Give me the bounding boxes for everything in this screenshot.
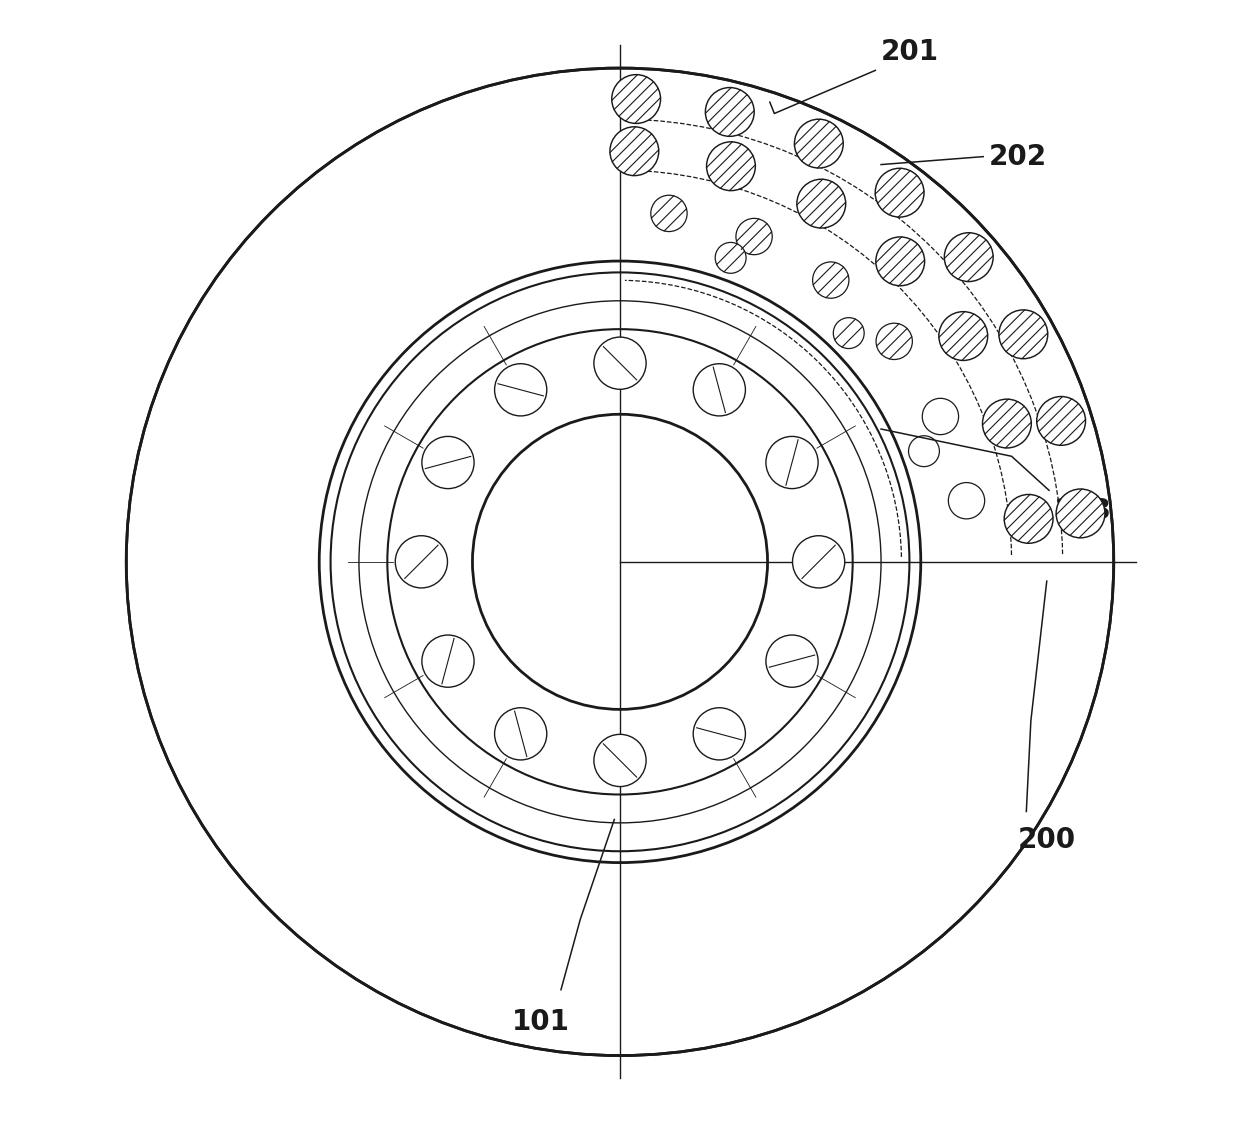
Text: 103: 103 <box>1054 497 1111 526</box>
Circle shape <box>795 119 843 168</box>
Circle shape <box>792 536 844 588</box>
Circle shape <box>707 142 755 191</box>
Circle shape <box>833 318 864 348</box>
Circle shape <box>651 195 687 232</box>
Circle shape <box>1004 495 1053 544</box>
Circle shape <box>735 218 773 254</box>
Circle shape <box>706 87 754 136</box>
Circle shape <box>812 262 849 299</box>
Circle shape <box>594 337 646 389</box>
Circle shape <box>422 436 474 488</box>
Circle shape <box>1037 396 1085 445</box>
Circle shape <box>495 363 547 415</box>
Circle shape <box>909 436 940 466</box>
Circle shape <box>875 323 913 360</box>
Circle shape <box>422 636 474 688</box>
Text: 200: 200 <box>1017 826 1075 855</box>
Circle shape <box>999 310 1048 359</box>
Circle shape <box>766 436 818 488</box>
Circle shape <box>594 734 646 787</box>
Text: 202: 202 <box>988 143 1047 170</box>
Circle shape <box>939 312 988 361</box>
Text: 101: 101 <box>512 1008 569 1036</box>
Circle shape <box>949 482 985 519</box>
Circle shape <box>610 127 658 176</box>
Circle shape <box>945 233 993 281</box>
Circle shape <box>693 708 745 760</box>
Circle shape <box>923 398 959 435</box>
Circle shape <box>495 708 547 760</box>
Circle shape <box>766 634 818 687</box>
Circle shape <box>875 237 925 286</box>
Circle shape <box>693 363 745 415</box>
Circle shape <box>875 168 924 217</box>
Circle shape <box>611 75 661 124</box>
Circle shape <box>797 179 846 228</box>
Text: 201: 201 <box>882 37 939 66</box>
Circle shape <box>1056 489 1105 538</box>
Circle shape <box>715 243 746 274</box>
Circle shape <box>982 400 1032 448</box>
Circle shape <box>396 536 448 588</box>
